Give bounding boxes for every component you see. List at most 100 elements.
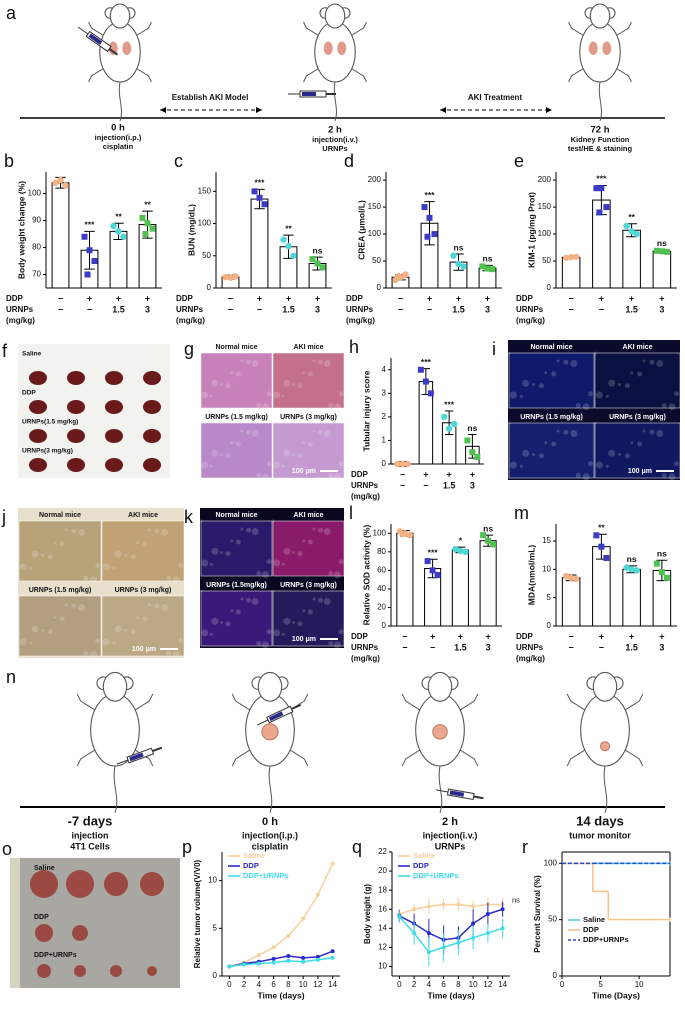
x-tick-label: 8 (286, 980, 291, 989)
micrograph-texture (649, 429, 655, 435)
micrograph-texture (595, 391, 603, 399)
data-point (500, 926, 505, 931)
data-point (280, 236, 287, 243)
data-point (484, 265, 491, 272)
micrograph-texture (673, 461, 679, 467)
mouse-leg (76, 749, 96, 767)
data-point (57, 176, 64, 184)
condition-name: URNPs (351, 481, 379, 490)
panel-label: j (1, 507, 6, 527)
micrograph-texture (47, 629, 53, 635)
condition-value: + (485, 293, 490, 303)
micrograph-texture (219, 453, 223, 457)
event-text: cisplatin (103, 142, 134, 151)
bar (51, 182, 70, 289)
condition-value: − (599, 304, 604, 314)
legend-label: Saline (583, 915, 605, 924)
data-point (462, 548, 469, 556)
micrograph-texture (668, 473, 676, 481)
micrograph (272, 520, 345, 577)
micrograph-texture (302, 609, 306, 613)
y-tick-label: 100 (198, 219, 212, 228)
micrograph-texture (230, 609, 234, 613)
condition-name: DDP (6, 294, 24, 303)
micrograph-texture (211, 379, 219, 387)
data-point (286, 933, 291, 938)
series-line (399, 908, 503, 941)
y-tick-label: 2 (382, 412, 387, 421)
micrograph-texture (328, 473, 334, 479)
syringe-plunger (473, 795, 484, 800)
image-caption: Normal mice (215, 344, 257, 351)
event-text: injection(i.v.) (423, 830, 478, 840)
tumor-photo (104, 872, 128, 896)
condition-unit: (mg/kg) (346, 316, 375, 325)
condition-value: 3 (659, 304, 664, 314)
mouse-leg (231, 693, 251, 711)
image-caption: Saline (22, 351, 42, 358)
data-point (485, 537, 492, 544)
panel-label: i (492, 339, 496, 359)
micrograph-texture (507, 421, 511, 425)
data-point (301, 916, 306, 921)
data-point (86, 247, 93, 254)
x-tick-label: 0 (560, 980, 565, 989)
data-point (431, 231, 438, 238)
mouse-tail (598, 81, 602, 122)
data-point (315, 957, 320, 962)
micrograph-texture (656, 360, 664, 368)
micrograph-texture (112, 566, 116, 570)
event-time: 0 h (111, 123, 125, 134)
data-point (301, 955, 306, 960)
phase-label: Establish AKI Model (172, 93, 249, 102)
mouse-icon (566, 671, 644, 813)
condition-value: − (228, 293, 233, 303)
micrograph-texture (266, 559, 272, 565)
significance-label: ** (285, 223, 292, 233)
micrograph-texture (225, 453, 231, 459)
micrograph (200, 520, 273, 577)
x-axis-label: Time (days) (257, 990, 304, 1000)
micrograph-texture (637, 441, 643, 447)
condition-value: 3 (470, 480, 475, 490)
condition-value: + (87, 293, 92, 303)
micrograph-texture (266, 629, 272, 635)
image-caption: AKI mice (623, 344, 653, 351)
ruler (10, 858, 20, 988)
series-line (229, 950, 333, 968)
data-point (457, 547, 464, 555)
panel-label: g (184, 339, 194, 359)
data-point (628, 566, 635, 573)
micrograph-texture (312, 597, 316, 601)
syringe (116, 746, 163, 765)
mouse-leg (136, 21, 152, 36)
micrograph-texture (19, 563, 27, 571)
mouse-head (427, 671, 453, 702)
condition-name: DDP (516, 632, 534, 641)
x-tick-label: 10 (635, 980, 644, 989)
micrograph-texture (161, 528, 169, 536)
data-point (399, 460, 406, 468)
tumor (432, 724, 448, 740)
mouse-body (579, 21, 621, 83)
micrograph-texture (230, 441, 234, 445)
bar (622, 229, 641, 289)
condition-value: + (423, 469, 428, 479)
event-text: tumor monitor (569, 830, 631, 840)
legend-label: DDP+URNPs (583, 935, 629, 944)
condition-value: + (430, 631, 435, 641)
y-tick-label: 16 (378, 904, 387, 913)
image-caption: AKI mice (294, 344, 324, 351)
micrograph-texture (147, 603, 151, 607)
micrograph-texture (172, 576, 180, 584)
micrograph-texture (338, 461, 344, 467)
mouse-leg (624, 693, 644, 711)
event-time: 14 days (576, 813, 624, 828)
micrograph (594, 422, 681, 479)
image-caption: Saline (34, 865, 55, 872)
data-point (623, 564, 630, 571)
micrograph-texture (302, 441, 306, 445)
micrograph-texture (338, 559, 344, 565)
micrograph (18, 520, 102, 582)
condition-value: − (400, 469, 405, 479)
